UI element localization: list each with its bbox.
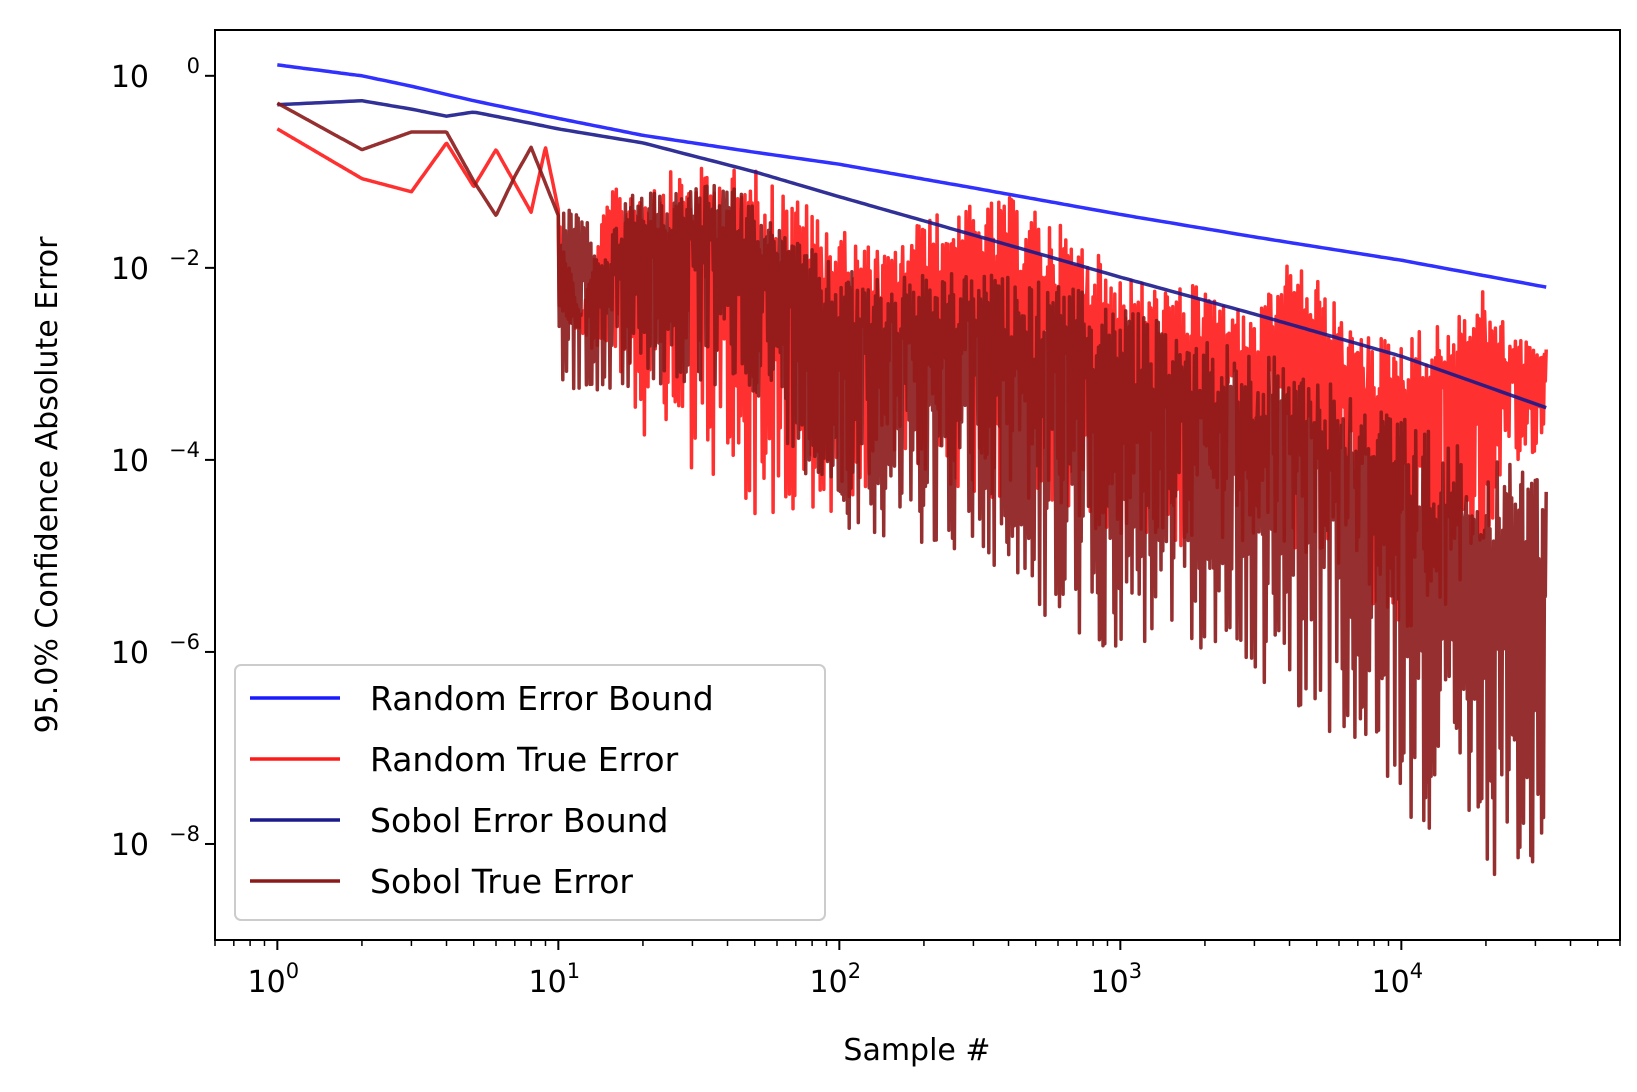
x-tick-base: 10 <box>529 965 567 1000</box>
x-tick-label: 102 <box>810 959 862 1000</box>
x-tick-exponent: 0 <box>286 959 299 983</box>
plot-area <box>276 63 1548 877</box>
y-tick-label: 10 −8 <box>111 822 200 863</box>
y-tick-base: 10 <box>111 636 149 671</box>
y-axis-label: 95.0% Confidence Absolute Error <box>30 236 65 733</box>
y-tick-label: 10 −4 <box>111 438 200 479</box>
x-tick-base: 10 <box>1091 965 1129 1000</box>
x-tick-exponent: 2 <box>848 959 861 983</box>
x-tick-exponent: 4 <box>1410 959 1423 983</box>
y-tick-base: 10 <box>111 444 149 479</box>
legend-label-sobol-true-error: Sobol True Error <box>370 862 633 901</box>
y-tick-base: 10 <box>111 828 149 863</box>
x-tick-label: 104 <box>1372 959 1424 1000</box>
y-tick-exponent: −6 <box>169 630 200 654</box>
y-tick-exponent: −4 <box>169 438 200 462</box>
series-line-sobol-true-error <box>276 101 1548 877</box>
x-tick-base: 10 <box>1372 965 1410 1000</box>
legend-box <box>234 664 826 921</box>
x-tick-base: 10 <box>248 965 286 1000</box>
x-tick-exponent: 3 <box>1129 959 1142 983</box>
plot-frame <box>214 29 1621 941</box>
x-tick-base: 10 <box>810 965 848 1000</box>
x-axis-label: Sample # <box>843 1033 990 1068</box>
y-tick-exponent: −8 <box>169 822 200 846</box>
legend-label-random-error-bound: Random Error Bound <box>370 679 714 718</box>
y-tick-label: 10 −2 <box>111 246 200 287</box>
series-line-sobol-error-bound <box>277 98 1547 410</box>
legend-label-random-true-error: Random True Error <box>370 740 679 779</box>
y-tick-exponent: −2 <box>169 246 200 270</box>
y-tick-base: 10 <box>111 60 149 95</box>
y-tick-exponent: 0 <box>187 54 200 78</box>
x-tick-label: 100 <box>248 959 300 1000</box>
x-tick-label: 101 <box>529 959 581 1000</box>
y-tick-base: 10 <box>111 252 149 287</box>
x-tick-label: 103 <box>1091 959 1143 1000</box>
x-tick-exponent: 1 <box>567 959 580 983</box>
y-tick-label: 10 0 <box>111 54 200 95</box>
legend-label-sobol-error-bound: Sobol Error Bound <box>370 801 668 840</box>
series-line-random-error-bound <box>277 63 1547 289</box>
legend: Random Error Bound Random True Error Sob… <box>234 664 826 921</box>
y-tick-label: 10 −6 <box>111 630 200 671</box>
